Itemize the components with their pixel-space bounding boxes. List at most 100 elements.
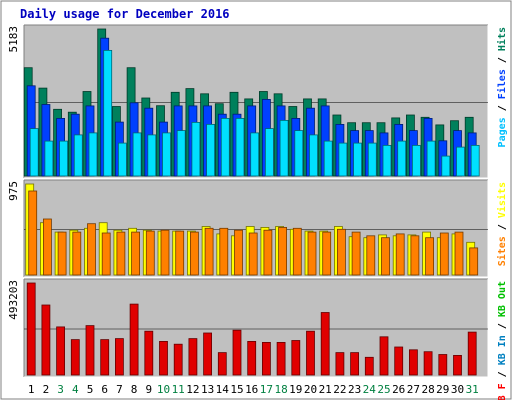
x-tick-label-day-30: 30 — [451, 383, 464, 396]
bar-pages-day-29 — [441, 155, 451, 177]
bar-pages-day-16 — [250, 132, 260, 177]
bar-sites-day-31 — [469, 247, 479, 276]
bar-kb-f-day-2 — [41, 304, 51, 376]
bar-pages-day-21 — [323, 140, 333, 177]
legend: Sites / Visits — [496, 182, 508, 266]
bar-sites-day-25 — [381, 237, 390, 276]
bar-kb-f-day-27 — [408, 349, 418, 376]
bar-kb-f-day-3 — [56, 326, 65, 376]
bar-kb-f-day-28 — [423, 351, 433, 376]
bar-sites-day-1 — [28, 190, 38, 276]
panel-2: 975 Sites / Visits — [7, 179, 508, 278]
bar-pages-day-6 — [103, 50, 113, 177]
bar-sites-day-16 — [248, 232, 258, 276]
bar-kb-f-day-20 — [306, 330, 315, 376]
bar-kb-f-day-12 — [188, 338, 198, 376]
legend: KB F / KB In / KB Out — [497, 281, 508, 400]
x-tick-label-day-21: 21 — [319, 383, 332, 396]
legend-item-pages: Pages — [497, 117, 508, 147]
bar-sites-day-8 — [131, 231, 141, 276]
bar-pages-day-13 — [206, 124, 216, 177]
bar-pages-day-10 — [162, 132, 171, 177]
series-pages — [29, 50, 480, 177]
bar-pages-day-26 — [397, 140, 407, 177]
x-tick-label-day-26: 26 — [392, 383, 405, 396]
bar-sites-day-28 — [425, 237, 435, 276]
bar-pages-day-24 — [367, 142, 377, 177]
x-tick-label-day-12: 12 — [186, 383, 199, 396]
legend-item-sites: Sites — [496, 236, 508, 266]
bar-pages-day-23 — [353, 142, 363, 177]
y-max-label: 975 — [7, 181, 20, 201]
bar-pages-day-28 — [426, 140, 436, 177]
bar-kb-f-day-17 — [261, 341, 271, 376]
x-tick-label-day-5: 5 — [87, 383, 94, 396]
x-tick-label-day-2: 2 — [43, 383, 50, 396]
bar-kb-f-day-26 — [394, 346, 404, 376]
y-max-label: 493203 — [7, 280, 20, 320]
bar-sites-day-19 — [292, 227, 302, 276]
legend-separator: / — [497, 218, 508, 236]
bar-kb-f-day-11 — [173, 343, 183, 376]
bar-sites-day-11 — [175, 230, 185, 276]
bar-pages-day-2 — [44, 140, 54, 177]
bar-sites-day-22 — [336, 228, 346, 276]
bar-kb-f-day-15 — [232, 329, 242, 376]
x-tick-label-day-11: 11 — [172, 383, 185, 396]
panel-3: 493203 KB F / KB In / KB Out — [7, 278, 508, 400]
bar-pages-day-11 — [176, 130, 186, 177]
bar-sites-day-2 — [43, 218, 52, 276]
bar-sites-day-18 — [278, 226, 288, 276]
bar-sites-day-27 — [410, 235, 420, 276]
bar-pages-day-12 — [191, 122, 201, 177]
bar-pages-day-3 — [59, 140, 68, 177]
x-tick-label-day-24: 24 — [363, 383, 377, 396]
x-tick-label-day-22: 22 — [333, 383, 346, 396]
y-max-label: 5183 — [7, 26, 20, 53]
x-tick-label-day-29: 29 — [436, 383, 449, 396]
legend-item-kb-out: KB Out — [497, 281, 508, 317]
x-tick-label-day-18: 18 — [274, 383, 287, 396]
legend-separator: / — [497, 317, 508, 335]
bar-kb-f-day-25 — [379, 336, 389, 376]
bar-kb-f-day-13 — [203, 332, 213, 376]
bar-pages-day-19 — [294, 130, 304, 177]
x-tick-label-day-16: 16 — [245, 383, 258, 396]
bar-pages-day-4 — [73, 134, 83, 177]
legend-separator: / — [497, 365, 508, 383]
bar-kb-f-day-24 — [364, 356, 374, 376]
bar-kb-f-day-31 — [467, 331, 477, 376]
bar-sites-day-5 — [87, 223, 96, 276]
x-tick-label-day-9: 9 — [145, 383, 152, 396]
bar-sites-day-9 — [145, 230, 155, 276]
bar-pages-day-9 — [147, 134, 157, 177]
bar-kb-f-day-22 — [335, 352, 345, 376]
bar-pages-day-15 — [235, 118, 245, 177]
bar-pages-day-7 — [118, 142, 127, 177]
bar-kb-f-day-8 — [129, 303, 139, 376]
bar-pages-day-20 — [309, 134, 318, 177]
x-tick-label-day-25: 25 — [377, 383, 390, 396]
x-tick-label-day-3: 3 — [57, 383, 64, 396]
legend-item-files: Files — [496, 69, 508, 99]
bar-kb-f-day-9 — [144, 330, 154, 376]
x-tick-label-day-23: 23 — [348, 383, 361, 396]
legend-item-kb-f: KB F — [497, 383, 508, 400]
x-tick-label-day-31: 31 — [466, 383, 479, 396]
bar-sites-day-10 — [160, 229, 170, 276]
bar-sites-day-13 — [204, 227, 214, 276]
bar-sites-day-26 — [395, 233, 405, 276]
bar-kb-f-day-1 — [26, 282, 36, 376]
bar-pages-day-22 — [338, 142, 348, 177]
bar-kb-f-day-14 — [217, 352, 227, 376]
chart-title: Daily usage for December 2016 — [20, 7, 230, 21]
bar-pages-day-18 — [279, 120, 289, 177]
legend-item-hits: Hits — [496, 27, 508, 51]
bar-sites-day-17 — [263, 229, 273, 276]
x-tick-label-day-28: 28 — [421, 383, 434, 396]
bar-kb-f-day-19 — [291, 340, 301, 376]
bar-kb-f-day-21 — [320, 312, 330, 376]
